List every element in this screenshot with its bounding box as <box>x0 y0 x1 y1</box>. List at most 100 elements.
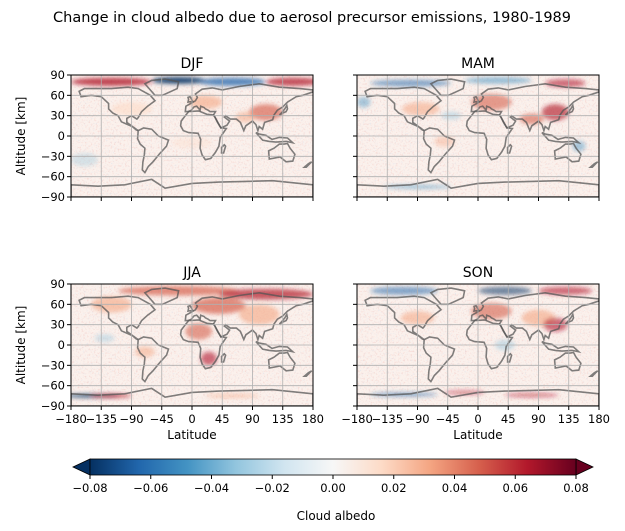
colorbar-tick-label: 0.04 <box>442 481 468 495</box>
coastline-antarctica <box>71 178 313 197</box>
anomaly-patch <box>370 286 438 295</box>
coastline-southAmerica <box>422 127 456 174</box>
gridlines <box>71 284 313 406</box>
coastline-eurasia <box>470 82 599 134</box>
map-area <box>357 284 599 406</box>
anomaly-patch <box>71 77 152 86</box>
coastline-newZealand <box>302 370 313 378</box>
anomaly-patch <box>235 111 256 123</box>
anomaly-patch <box>239 304 280 325</box>
x-axis-label: Latitude <box>453 428 502 442</box>
coastline-greenland <box>429 287 466 306</box>
coastline-uk <box>186 95 194 104</box>
y-tick-label: −30 <box>41 358 65 372</box>
coastline-uk <box>186 304 194 313</box>
map-area <box>71 75 313 197</box>
x-tick-label: 0 <box>474 412 481 426</box>
gridlines <box>71 75 313 197</box>
coastline-northAmerica <box>78 86 157 132</box>
anomaly-patch <box>545 79 586 88</box>
coastline-japan <box>564 103 575 116</box>
coastline-indonesia <box>255 340 296 354</box>
anomaly-patch <box>504 393 559 398</box>
y-tick-label: −30 <box>41 149 65 163</box>
anomaly-patch <box>200 351 217 366</box>
map-area <box>357 75 599 197</box>
coastline-greenland <box>143 78 180 97</box>
coastlines <box>71 287 313 406</box>
anomaly-patch <box>71 152 98 167</box>
x-tick-label: −90 <box>405 412 429 426</box>
anomaly-patch <box>205 393 260 398</box>
y-tick-label: 60 <box>50 297 65 311</box>
coastline-eurasia <box>184 82 313 134</box>
x-tick-label: 180 <box>302 412 324 426</box>
colorbar-tick-label: −0.06 <box>133 481 168 495</box>
x-axis-label: Latitude <box>167 428 216 442</box>
coastline-eurasia <box>184 291 313 343</box>
y-tick-label: −90 <box>41 399 65 413</box>
coastline-australia <box>553 351 582 372</box>
coastline-newZealand <box>588 161 599 168</box>
coastline-madagascar <box>506 143 513 154</box>
anomaly-patch <box>402 102 440 116</box>
coastline-indonesia <box>541 340 582 354</box>
y-tick-label: 90 <box>50 68 65 82</box>
y-tick-label: 30 <box>50 318 65 332</box>
anomaly-patch <box>94 334 115 343</box>
y-tick-label: 30 <box>50 109 65 123</box>
colorbar-tick-label: −0.04 <box>194 481 229 495</box>
colorbar-tick-label: 0.06 <box>502 481 528 495</box>
x-tick-label: −180 <box>341 412 373 426</box>
colorbar-tick-label: 0.02 <box>381 481 407 495</box>
x-tick-label: 180 <box>588 412 610 426</box>
anomaly-patch <box>464 77 532 84</box>
panel-title: MAM <box>461 56 495 72</box>
coastline-antarctica <box>357 178 599 197</box>
coastline-eurasia <box>470 291 599 343</box>
colorbar: −0.08 −0.06 −0.04 −0.02 0.00 0.02 0.04 0.06 0.08 <box>72 458 594 495</box>
coastline-greenland <box>429 78 466 97</box>
panel-mam: MAM <box>353 56 600 201</box>
coastline-australia <box>553 142 582 163</box>
y-tick-label: 60 <box>50 88 65 102</box>
y-tick-label: 0 <box>58 129 65 143</box>
anomaly-patch <box>541 104 569 121</box>
colorbar-extend-max <box>575 458 594 476</box>
anomaly-patch <box>192 297 246 314</box>
y-tick-label: 90 <box>50 277 65 291</box>
colorbar-gradient <box>89 458 577 476</box>
x-tick-label: 45 <box>215 412 230 426</box>
coastline-newZealand <box>588 370 599 378</box>
coastline-northAmerica <box>78 295 157 341</box>
map-area <box>71 284 313 406</box>
y-tick-label: −60 <box>41 170 65 184</box>
x-tick-label: −135 <box>85 412 117 426</box>
coastline-japan <box>564 312 575 325</box>
colorbar-tick-label: −0.08 <box>72 481 107 495</box>
panel-title: SON <box>463 265 493 281</box>
coastline-uk <box>472 95 480 104</box>
y-axis-label: Altitude [km] <box>14 97 28 176</box>
panels: DJF 90 60 30 0 −30 −60 −90 Altitude [km] MAM JJA 90… <box>14 56 610 442</box>
x-tick-label: −135 <box>371 412 403 426</box>
anomaly-patch <box>185 323 213 340</box>
coastline-southAmerica <box>136 127 170 174</box>
y-tick-label: −90 <box>41 190 65 204</box>
gridlines <box>357 75 599 197</box>
panel-title: JJA <box>182 265 201 281</box>
colorbar-tick-label: 0.00 <box>320 481 346 495</box>
anomaly-patch <box>434 136 455 147</box>
coastline-madagascar <box>506 352 513 363</box>
y-tick-label: −60 <box>41 379 65 393</box>
x-tick-label: −45 <box>436 412 460 426</box>
coastline-southAmerica <box>136 336 170 383</box>
coastline-indonesia <box>541 131 582 145</box>
x-tick-label: 0 <box>188 412 195 426</box>
coastline-japan <box>278 103 289 116</box>
coastline-indonesia <box>255 131 296 145</box>
coastline-madagascar <box>220 352 227 363</box>
